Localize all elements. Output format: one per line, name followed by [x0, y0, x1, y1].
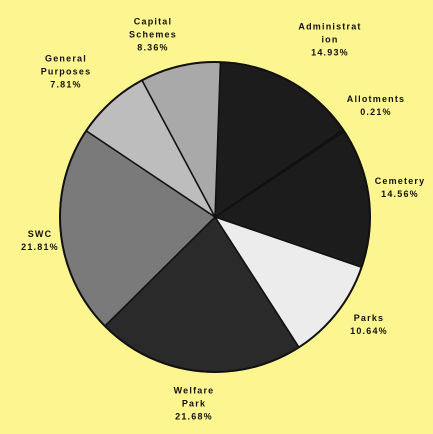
slice-percent: 14.56% [381, 189, 419, 199]
pie-outline [59, 61, 371, 373]
slice-name-line: Welfare [173, 385, 215, 396]
slice-percent: 14.93% [311, 47, 349, 58]
slice-percent: 0.21% [360, 107, 392, 117]
slice-name-line: Parks [353, 313, 385, 323]
slice-name-line: General [45, 53, 87, 64]
slice-label-cemetery: Cemetery 14.56% [375, 175, 426, 201]
slice-label-swc: SWC 21.81% [21, 228, 59, 254]
slice-name-line: Schemes [129, 29, 177, 40]
slice-name-line: Allotments [346, 94, 406, 104]
slice-percent: 21.81% [21, 242, 59, 252]
slice-percent: 21.68% [175, 411, 213, 422]
slice-name-line: Park [181, 398, 207, 409]
slice-name-line: Administrat [298, 21, 362, 32]
slice-percent: 7.81% [50, 79, 82, 90]
slice-label-allotments: Allotments 0.21% [347, 93, 406, 119]
slice-name-line: Cemetery [374, 176, 426, 186]
slice-percent: 10.64% [350, 326, 388, 336]
slice-label-parks: Parks 10.64% [350, 312, 388, 338]
slice-percent: 8.36% [137, 42, 169, 53]
slice-label-general-purposes: General Purposes 7.81% [41, 53, 92, 92]
slice-name-line: Capital [133, 16, 173, 27]
slice-label-capital-schemes: Capital Schemes 8.36% [129, 16, 177, 55]
slice-label-welfare-park: Welfare Park 21.68% [174, 385, 215, 424]
slice-name-line: Purposes [40, 66, 92, 77]
slice-name-line: ion [321, 34, 339, 45]
slice-label-administrat-ion: Administrat ion 14.93% [298, 21, 361, 60]
slice-name-line: SWC [27, 229, 53, 239]
